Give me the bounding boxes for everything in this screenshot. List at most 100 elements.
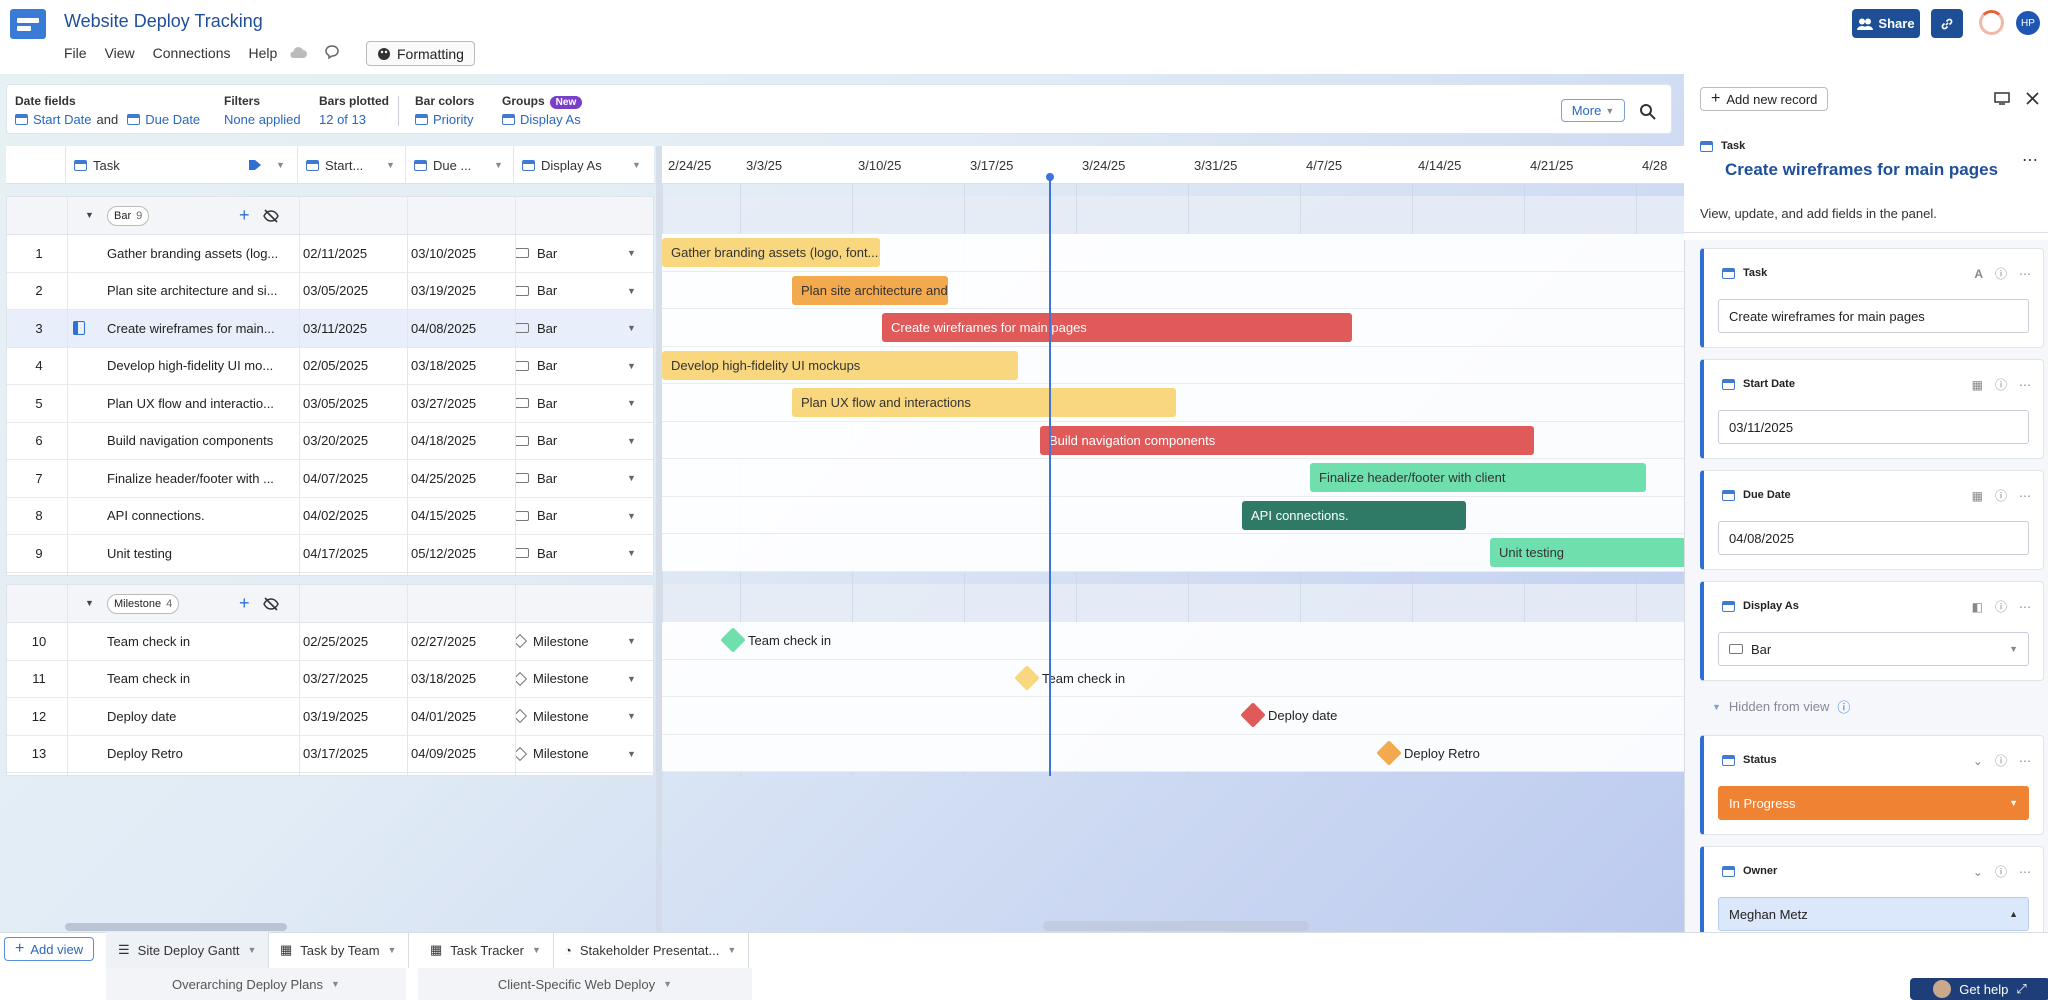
chevron-down-icon[interactable]: ▼ [727,945,737,955]
due-date-cell[interactable]: 02/27/2025 [411,633,477,649]
start-column-header[interactable]: Start... ▼ [298,146,406,184]
due-date-cell[interactable]: 03/19/2025 [411,283,477,299]
info-icon[interactable]: ⓘ [1994,754,2007,768]
app-logo-icon[interactable] [10,9,46,39]
help-icon[interactable]: ⓘ [1837,700,1851,715]
due-date-cell[interactable]: 03/18/2025 [411,671,477,687]
start-date-field[interactable]: Start Date [33,112,92,127]
menu-connections[interactable]: Connections [152,45,231,61]
filters-control[interactable]: Filters None applied [224,94,301,127]
more-options-icon[interactable]: ⋯ [2019,753,2031,768]
task-cell[interactable]: Gather branding assets (log... [107,245,279,261]
add-record-icon[interactable]: + [239,205,250,225]
task-cell[interactable]: Deploy Retro [107,746,183,762]
due-date-cell[interactable]: 04/08/2025 [411,320,477,336]
task-field-input[interactable]: Create wireframes for main pages [1718,299,2029,333]
info-icon[interactable]: ⓘ [1994,489,2007,503]
formatting-button[interactable]: Formatting [366,41,475,66]
display-as-cell[interactable]: Bar [515,348,635,385]
gantt-bar[interactable]: Plan UX flow and interactions [792,388,1176,417]
menu-view[interactable]: View [104,45,135,61]
grid-scrollbar[interactable] [65,923,287,931]
start-date-cell[interactable]: 03/20/2025 [303,433,369,449]
due-date-cell[interactable]: 04/25/2025 [411,470,477,486]
hide-icon[interactable] [263,209,279,223]
task-cell[interactable]: Build navigation components [107,433,274,449]
display-as-select[interactable]: Bar ▼ [1718,632,2029,666]
hidden-fields-toggle[interactable]: ▼ Hidden from view ⓘ [1712,697,1850,716]
start-date-cell[interactable]: 04/02/2025 [303,508,369,524]
gantt-bar[interactable]: Plan site architecture and sitemap [792,275,948,305]
expand-record-icon[interactable] [73,310,87,347]
menu-help[interactable]: Help [248,45,278,61]
table-row[interactable]: 4 Develop high-fidelity UI mo... 02/05/202… [7,348,653,385]
view-group-overarching[interactable]: Overarching Deploy Plans ▼ [106,968,406,1000]
start-date-cell[interactable]: 02/11/2025 [303,245,368,261]
cloud-icon[interactable] [288,45,308,59]
view-group-client-specific[interactable]: Client-Specific Web Deploy ▼ [418,968,752,1000]
groups-control[interactable]: Groups New Display As [502,94,583,127]
due-date-cell[interactable]: 04/01/2025 [411,708,477,724]
chevron-down-icon[interactable]: ▼ [627,248,636,259]
display-as-cell[interactable]: Milestone [515,698,635,735]
groups-value[interactable]: Display As [520,112,581,127]
chevron-down-icon[interactable]: ▼ [494,160,503,170]
tab-task-by-team[interactable]: ▦ Task by Team ▼ [268,932,410,968]
chevron-down-icon[interactable]: ▼ [627,711,636,722]
chevron-down-icon[interactable]: ▼ [627,360,636,371]
table-row[interactable]: 13 Deploy Retro 03/17/2025 04/09/2025 Milest… [7,736,653,773]
table-row[interactable]: 6 Build navigation components 03/20/2025 04… [7,423,653,460]
date-fields-control[interactable]: Date fields Start Date and Due Date [15,94,200,127]
chevron-down-icon[interactable]: ▼ [627,435,636,446]
task-cell[interactable]: Finalize header/footer with ... [107,470,274,486]
display-as-cell[interactable]: Bar [515,273,635,310]
table-row[interactable]: 1 Gather branding assets (log... 02/11/202… [7,235,653,273]
tab-task-tracker[interactable]: ▦ Task Tracker ▼ [418,932,554,968]
table-row[interactable]: 3 Create wireframes for main... 03/11/2025… [7,310,653,348]
today-marker[interactable] [1046,173,1054,181]
start-date-cell[interactable]: 03/27/2025 [303,671,369,687]
info-icon[interactable]: ⓘ [1994,267,2007,281]
start-date-cell[interactable]: 03/11/2025 [303,320,368,336]
table-row[interactable]: 5 Plan UX flow and interactio... 03/05/202… [7,385,653,423]
due-date-cell[interactable]: 03/27/2025 [411,395,477,411]
start-date-cell[interactable]: 03/05/2025 [303,283,369,299]
table-row[interactable]: 12 Deploy date 03/19/2025 04/01/2025 Milesto… [7,698,653,736]
collapse-icon[interactable]: ▼ [85,598,94,608]
table-row[interactable]: 7 Finalize header/footer with ... 04/07/20… [7,460,653,498]
start-date-cell[interactable]: 03/19/2025 [303,708,369,724]
gantt-bar[interactable]: Finalize header/footer with client [1310,463,1646,492]
start-date-input[interactable]: 03/11/2025 [1718,410,2029,444]
sync-status-icon[interactable] [1979,10,2004,35]
chevron-down-icon[interactable]: ▼ [387,945,397,955]
more-options-icon[interactable]: ⋯ [2022,152,2038,169]
monitor-icon[interactable] [1994,92,2010,105]
more-options-icon[interactable]: ⋯ [2019,599,2031,614]
chevron-down-icon[interactable]: ▼ [276,160,285,170]
gantt-bar[interactable]: Unit testing [1490,538,1684,567]
table-row[interactable]: 8 API connections. 04/02/2025 04/15/2025 Bar… [7,498,653,535]
bar-colors-value[interactable]: Priority [433,112,474,127]
due-date-cell[interactable]: 04/09/2025 [411,746,477,762]
more-options-icon[interactable]: ⋯ [2019,266,2031,281]
display-as-cell[interactable]: Milestone [515,661,635,698]
display-as-cell[interactable]: Bar [515,310,635,347]
chevron-down-icon[interactable]: ▼ [627,398,636,409]
chevron-down-icon[interactable]: ▼ [627,748,636,759]
document-title[interactable]: Website Deploy Tracking [64,11,263,31]
display-as-cell[interactable]: Bar [515,385,635,422]
info-icon[interactable]: ⓘ [1994,865,2007,879]
user-avatar[interactable]: HP [2016,11,2040,35]
chevron-down-icon[interactable]: ▼ [627,473,636,484]
start-date-cell[interactable]: 03/05/2025 [303,395,369,411]
chevron-down-icon[interactable]: ▼ [386,160,395,170]
display-as-cell[interactable]: Bar [515,235,635,272]
task-column-header[interactable]: Task ▼ [66,146,298,184]
due-column-header[interactable]: Due ... ▼ [406,146,514,184]
table-row[interactable]: 9 Unit testing 04/17/2025 05/12/2025 Bar ▼ [7,535,653,573]
start-date-cell[interactable]: 02/05/2025 [303,358,369,374]
copy-link-button[interactable] [1931,9,1963,38]
chevron-down-icon[interactable]: ▼ [531,945,541,955]
due-date-field[interactable]: Due Date [145,112,201,127]
chevron-down-icon[interactable]: ▼ [627,510,636,521]
